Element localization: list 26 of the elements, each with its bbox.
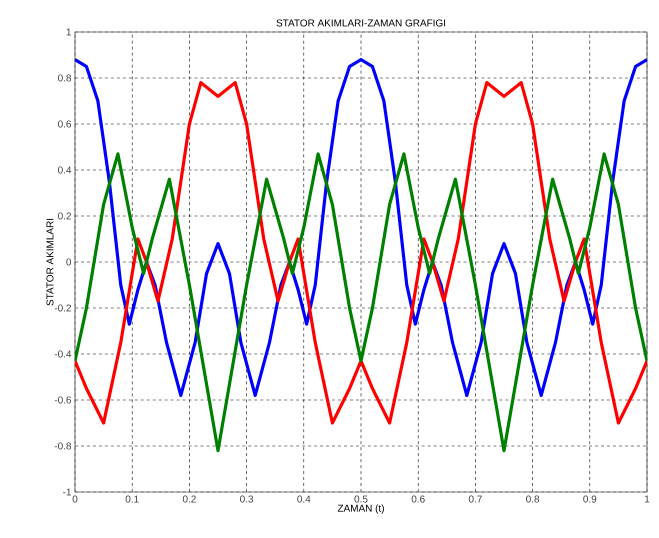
y-tick-label: -0.2 xyxy=(54,304,71,312)
y-tick-label: -1 xyxy=(63,488,71,496)
x-tick-label: 0.7 xyxy=(468,496,482,503)
y-tick-label: 0.4 xyxy=(58,166,72,174)
x-tick-label: 1 xyxy=(645,496,650,502)
x-tick-label: 0.8 xyxy=(526,496,540,503)
x-tick-label: 0 xyxy=(72,496,78,503)
y-tick-label: -0.8 xyxy=(54,442,72,450)
x-tick-label: 0.1 xyxy=(126,496,139,503)
x-tick-label: 0.4 xyxy=(297,496,310,503)
x-tick-label: 0.6 xyxy=(412,496,425,503)
x-tick-label: 0.2 xyxy=(182,496,196,503)
y-axis-title: STATOR AKIMLARI xyxy=(46,218,54,306)
y-tick-label: 0.6 xyxy=(58,120,72,128)
x-tick-label: 0.5 xyxy=(354,496,368,503)
x-tick-label: 0.9 xyxy=(583,496,596,503)
y-tick-label: 1 xyxy=(66,28,71,36)
line-series xyxy=(75,152,648,452)
y-tick-label: -0.6 xyxy=(54,396,72,404)
chart-title: STATOR AKIMLARI-ZAMAN GRAFIGI xyxy=(276,19,446,26)
x-tick-label: 0.3 xyxy=(240,496,254,503)
x-axis-title: ZAMAN (t) xyxy=(338,504,384,514)
y-tick-label: -0.4 xyxy=(54,350,72,358)
y-tick-label: 0 xyxy=(66,258,72,266)
y-tick-label: 0.2 xyxy=(58,212,71,220)
y-tick-label: 0.8 xyxy=(58,74,72,82)
